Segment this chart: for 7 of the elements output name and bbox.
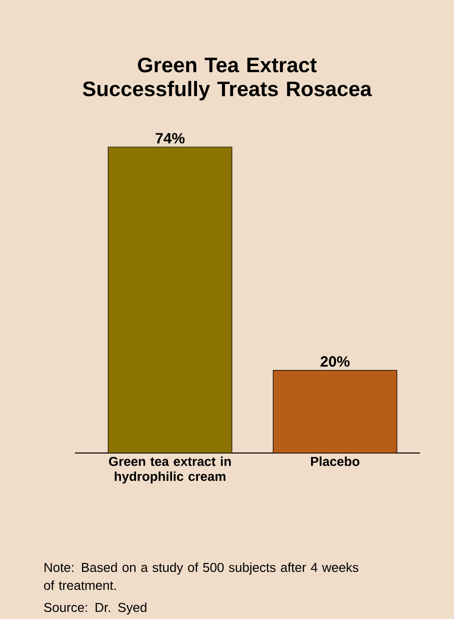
chart-title: Green Tea Extract Successfully Treats Rosacea	[82, 58, 372, 100]
x-tick-label: Placebo	[311, 456, 360, 466]
data-label: 20%	[320, 356, 350, 367]
x-tick-label: Green tea extract in hydrophilic cream	[109, 456, 231, 484]
data-label: 74%	[156, 132, 185, 144]
source-note: Source: Dr. Syed	[44, 602, 146, 615]
text: Note: Based on a study of 500 subjects after 4 weeks of treatment.	[44, 562, 358, 590]
